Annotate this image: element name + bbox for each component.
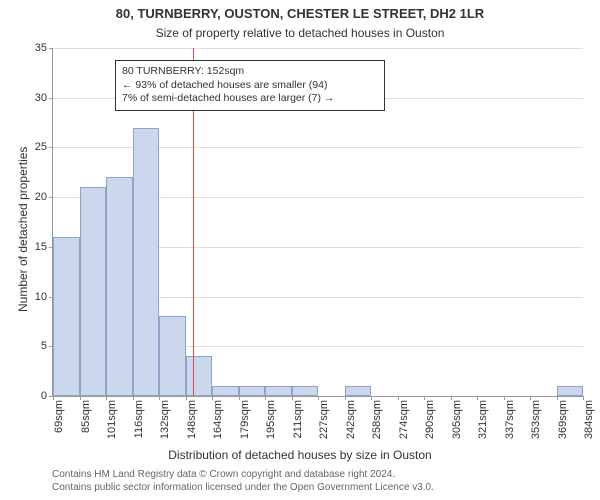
ytick-label: 0 <box>41 390 53 402</box>
xtick-label: 132sqm <box>159 396 171 439</box>
annotation-line: 80 TURNBERRY: 152sqm <box>122 65 378 79</box>
footer-line-2: Contains public sector information licen… <box>52 481 434 494</box>
xtick-label: 116sqm <box>133 396 145 438</box>
xtick-label: 337sqm <box>504 396 516 439</box>
histogram-bar <box>557 386 584 396</box>
gridline <box>53 48 583 49</box>
xtick-label: 211sqm <box>292 396 304 438</box>
xtick-label: 258sqm <box>371 396 383 439</box>
histogram-bar <box>239 386 266 396</box>
chart-container: 80, TURNBERRY, OUSTON, CHESTER LE STREET… <box>0 0 600 500</box>
xtick-label: 164sqm <box>212 396 224 439</box>
ytick-label: 30 <box>35 92 53 104</box>
annotation-line: 7% of semi-detached houses are larger (7… <box>122 92 378 106</box>
chart-title-main: 80, TURNBERRY, OUSTON, CHESTER LE STREET… <box>0 6 600 21</box>
ytick-label: 20 <box>35 191 53 203</box>
footer-attribution: Contains HM Land Registry data © Crown c… <box>52 468 434 494</box>
histogram-bar <box>53 237 80 396</box>
xtick-label: 321sqm <box>477 396 489 439</box>
y-axis-label: Number of detached properties <box>16 147 30 312</box>
ytick-label: 35 <box>35 42 53 54</box>
footer-line-1: Contains HM Land Registry data © Crown c… <box>52 468 434 481</box>
xtick-label: 369sqm <box>557 396 569 439</box>
histogram-bar <box>292 386 319 396</box>
histogram-bar <box>106 177 133 396</box>
histogram-bar <box>345 386 372 396</box>
histogram-bar <box>159 316 186 396</box>
xtick-label: 69sqm <box>53 396 65 433</box>
xtick-label: 290sqm <box>424 396 436 439</box>
histogram-bar <box>133 128 160 396</box>
histogram-bar <box>265 386 292 396</box>
histogram-bar <box>186 356 213 396</box>
ytick-label: 15 <box>35 241 53 253</box>
annotation-line: ← 93% of detached houses are smaller (94… <box>122 79 378 93</box>
xtick-label: 195sqm <box>265 396 277 439</box>
xtick-label: 274sqm <box>398 396 410 439</box>
xtick-label: 148sqm <box>186 396 198 439</box>
xtick-label: 242sqm <box>345 396 357 439</box>
xtick-label: 179sqm <box>239 396 251 439</box>
histogram-bar <box>80 187 107 396</box>
histogram-bar <box>212 386 239 396</box>
xtick-label: 227sqm <box>318 396 330 439</box>
plot-area: 0510152025303569sqm85sqm101sqm116sqm132s… <box>52 48 583 397</box>
xtick-label: 384sqm <box>583 396 595 439</box>
xtick-label: 353sqm <box>530 396 542 439</box>
ytick-label: 5 <box>41 340 53 352</box>
xtick-label: 85sqm <box>80 396 92 433</box>
chart-title-sub: Size of property relative to detached ho… <box>0 26 600 40</box>
xtick-label: 305sqm <box>451 396 463 439</box>
ytick-label: 25 <box>35 141 53 153</box>
xtick-label: 101sqm <box>106 396 118 439</box>
ytick-label: 10 <box>35 291 53 303</box>
x-axis-label: Distribution of detached houses by size … <box>0 448 600 462</box>
annotation-box: 80 TURNBERRY: 152sqm← 93% of detached ho… <box>115 60 385 111</box>
